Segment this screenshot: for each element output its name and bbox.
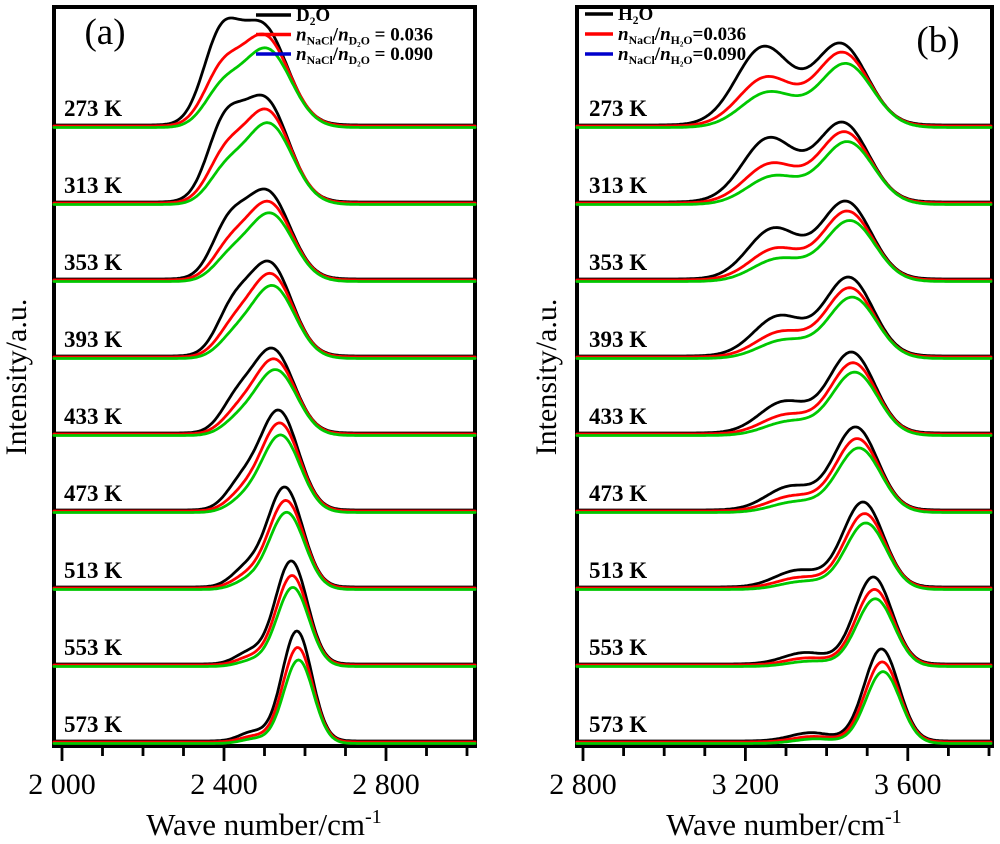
legend-label-a-1: nNaCl/nD₂O = 0.036 [296, 25, 433, 48]
spectrum-b-353K-series2 [575, 219, 993, 283]
spectrum-a-273K-series2 [52, 46, 477, 129]
panel-b-letter: (b) [916, 20, 959, 61]
x-tick-label-a-2400: 2 400 [190, 768, 258, 801]
temp-label-b-353K: 353 K [589, 250, 647, 275]
temp-label-a-273K: 273 K [64, 96, 122, 121]
panel-a-x-axis-title: Wave number/cm-1 [146, 806, 382, 842]
spectrum-b-393K-series2 [575, 295, 993, 360]
spectrum-a-473K-series2 [52, 433, 477, 514]
spectrum-a-553K-series2 [52, 586, 477, 668]
temp-label-b-273K: 273 K [589, 96, 647, 121]
panel-a-letter: (a) [84, 12, 125, 53]
x-tick-label-b-3200: 3 200 [712, 768, 780, 801]
temp-label-b-553K: 553 K [589, 635, 647, 660]
panel-b-frame [575, 5, 994, 748]
panel-b-x-tick-labels: 2 800 3 200 3 600 [549, 768, 941, 801]
spectrum-a-473K-series1 [52, 421, 477, 513]
spectrum-a-513K-series1 [52, 499, 477, 590]
spectrum-a-353K-series2 [52, 211, 477, 283]
legend-label-b-0: H₂O [618, 4, 653, 25]
temp-label-b-313K: 313 K [589, 173, 647, 198]
temp-label-b-513K: 513 K [589, 558, 647, 583]
spectrum-b-513K-series2 [575, 521, 993, 591]
panel-a-x-tick-labels: 2 000 2 400 2 800 [28, 768, 420, 801]
spectrum-b-273K-series2 [575, 62, 993, 129]
spectrum-a-393K-series2 [52, 284, 477, 360]
panel-b-temperature-labels: 273 K 313 K 353 K 393 K 433 K 473 K 513 K 553 K… [589, 96, 647, 737]
x-tick-label-a-2800: 2 800 [352, 768, 420, 801]
spectrum-a-573K-series1 [52, 646, 477, 744]
panel-b-curves [575, 41, 993, 745]
spectrum-b-473K-series2 [575, 446, 993, 514]
temp-label-a-573K: 573 K [64, 712, 122, 737]
temp-label-b-573K: 573 K [589, 712, 647, 737]
spectrum-a-553K-series1 [52, 574, 477, 667]
panel-a: 2 000 2 400 2 800 273 K 313 K 353 K 393 K 433 … [0, 5, 477, 842]
spectrum-b-313K-series2 [575, 140, 993, 206]
panel-a-curves [52, 16, 477, 745]
spectrum-a-393K-series1 [52, 271, 477, 359]
x-tick-label-b-2800: 2 800 [549, 768, 617, 801]
legend-label-a-2: nNaCl/nD₂O = 0.090 [296, 44, 433, 67]
panel-b-x-axis-title: Wave number/cm-1 [666, 806, 902, 842]
spectrum-a-433K-series2 [52, 368, 477, 437]
temp-label-b-433K: 433 K [589, 404, 647, 429]
spectrum-a-353K-series1 [52, 199, 477, 282]
temp-label-a-473K: 473 K [64, 481, 122, 506]
temp-label-a-513K: 513 K [64, 558, 122, 583]
legend-label-b-2: nNaCl/nH₂O=0.090 [618, 44, 746, 67]
spectrum-a-573K-series2 [52, 658, 477, 745]
temp-label-a-393K: 393 K [64, 327, 122, 352]
panel-a-temperature-labels: 273 K 313 K 353 K 393 K 433 K 473 K 513 K 553 K… [64, 96, 122, 737]
spectrum-a-433K-series1 [52, 357, 477, 436]
temp-label-b-473K: 473 K [589, 481, 647, 506]
spectrum-a-313K-series2 [52, 121, 477, 206]
panel-b-x-ticks [581, 748, 991, 761]
x-tick-label-a-2000: 2 000 [28, 768, 96, 801]
panel-a-x-ticks [60, 748, 469, 761]
x-tick-label-b-3600: 3 600 [874, 768, 942, 801]
temp-label-a-313K: 313 K [64, 173, 122, 198]
temp-label-b-393K: 393 K [589, 327, 647, 352]
spectrum-a-313K-series1 [52, 107, 477, 205]
spectrum-a-513K-series2 [52, 510, 477, 591]
panel-b: 2 800 3 200 3 600 273 K 313 K 353 K 393 K 433 … [530, 4, 994, 842]
temp-label-a-433K: 433 K [64, 404, 122, 429]
panel-a-frame [52, 5, 477, 748]
panel-b-y-axis-title: Intensity/a.u. [530, 299, 563, 456]
panel-a-y-axis-title: Intensity/a.u. [0, 299, 33, 456]
spectrum-b-553K-series2 [575, 597, 993, 668]
spectrum-b-433K-series2 [575, 370, 993, 437]
temp-label-a-553K: 553 K [64, 635, 122, 660]
temp-label-a-353K: 353 K [64, 250, 122, 275]
legend-label-a-0: D₂O [296, 5, 330, 26]
spectrum-b-573K-series2 [575, 670, 993, 745]
legend-label-b-1: nNaCl/nH₂O=0.036 [618, 24, 746, 47]
